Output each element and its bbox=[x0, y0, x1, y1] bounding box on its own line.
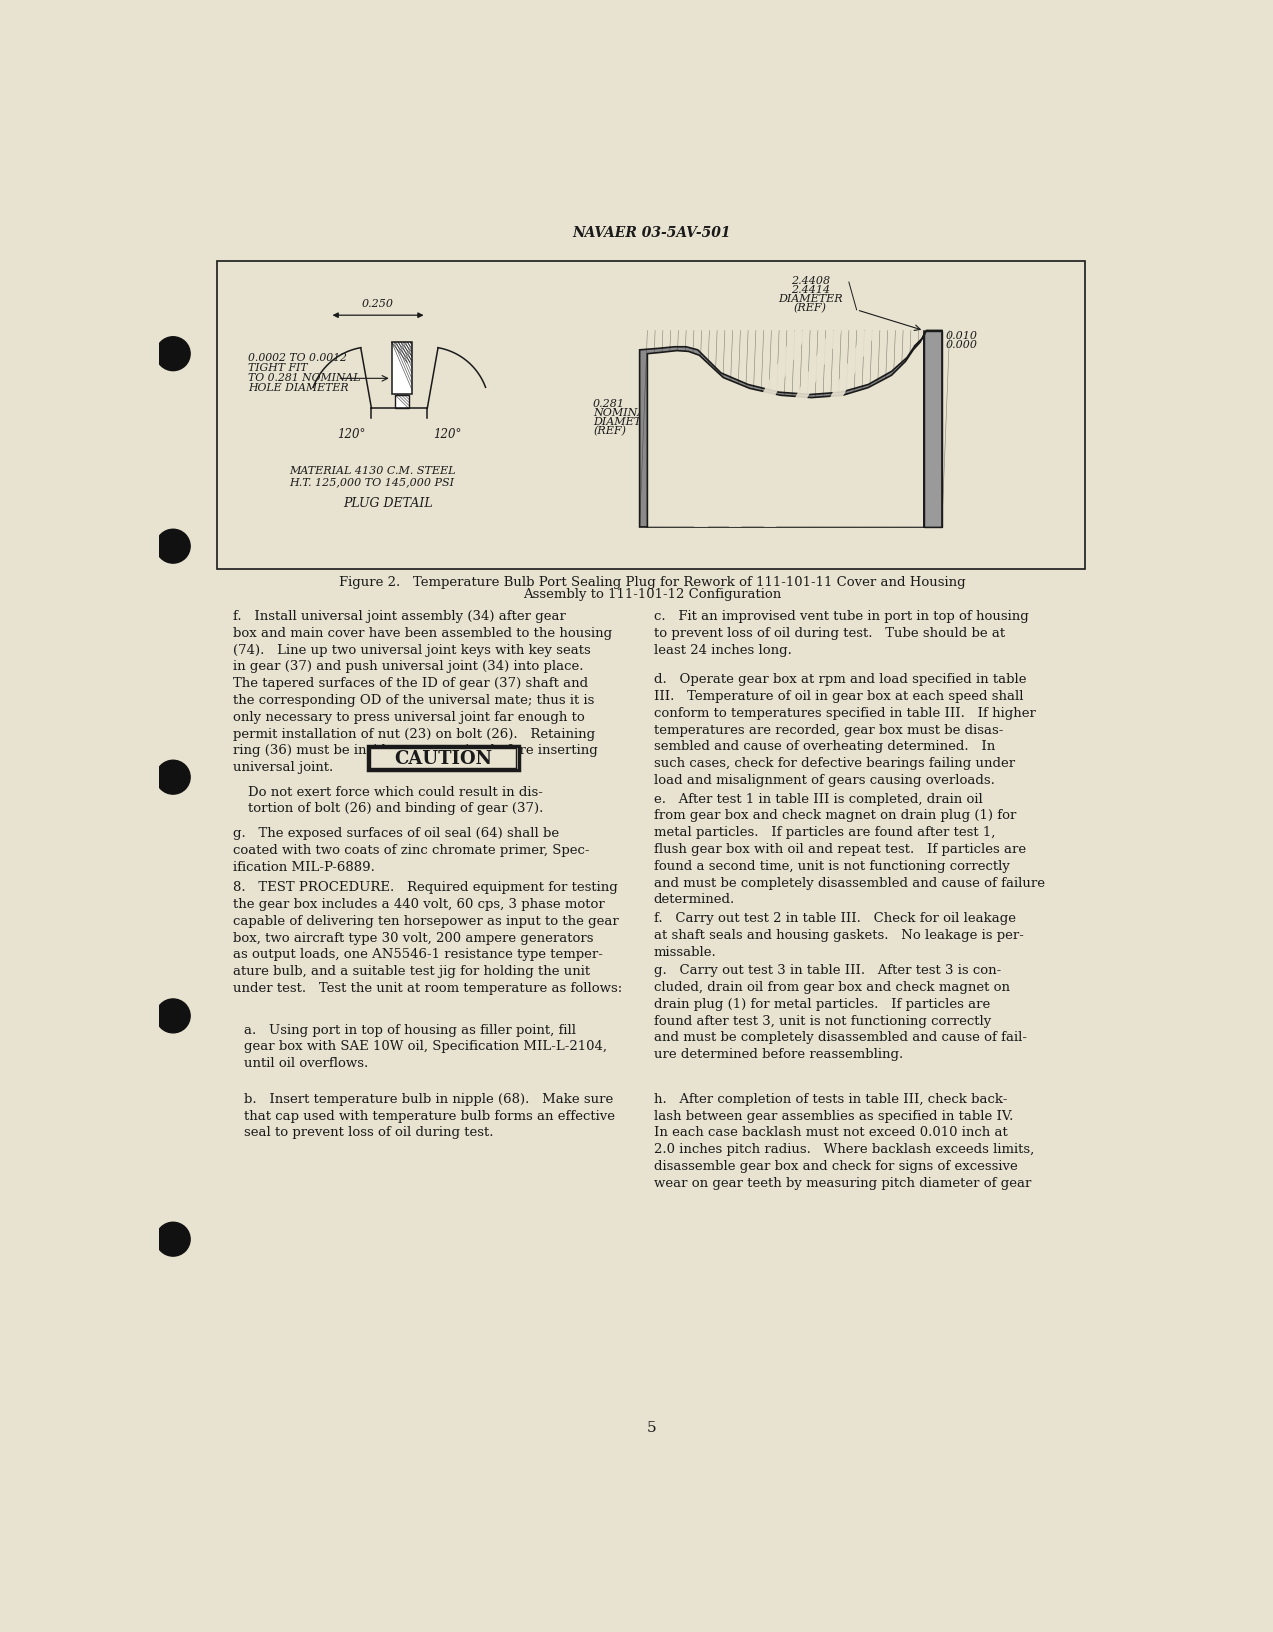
Text: f.   Carry out test 2 in table III.   Check for oil leakage
at shaft seals and h: f. Carry out test 2 in table III. Check … bbox=[653, 912, 1023, 958]
Text: d.   Operate gear box at rpm and load specified in table
III.   Temperature of o: d. Operate gear box at rpm and load spec… bbox=[653, 674, 1035, 787]
Text: 0.000: 0.000 bbox=[946, 339, 978, 351]
Text: g.   The exposed surfaces of oil seal (64) shall be
coated with two coats of zin: g. The exposed surfaces of oil seal (64)… bbox=[233, 827, 589, 873]
Text: (REF): (REF) bbox=[793, 304, 826, 313]
Bar bbox=[218, 261, 1086, 570]
Text: PLUG DETAIL: PLUG DETAIL bbox=[342, 498, 433, 511]
Text: h.   After completion of tests in table III, check back-
lash between gear assem: h. After completion of tests in table II… bbox=[653, 1093, 1034, 1190]
Text: HOLE DIAMETER: HOLE DIAMETER bbox=[248, 382, 349, 393]
Text: f.   Install universal joint assembly (34) after gear
box and main cover have be: f. Install universal joint assembly (34)… bbox=[233, 610, 612, 774]
Polygon shape bbox=[639, 331, 942, 527]
Polygon shape bbox=[694, 331, 808, 527]
Bar bbox=[392, 343, 411, 395]
Text: CAUTION: CAUTION bbox=[395, 749, 493, 767]
Text: NAVAER 03-5AV-501: NAVAER 03-5AV-501 bbox=[573, 225, 731, 240]
Polygon shape bbox=[728, 331, 841, 527]
Text: Do not exert force which could result in dis-
tortion of bolt (26) and binding o: Do not exert force which could result in… bbox=[248, 785, 544, 816]
Text: 8.   TEST PROCEDURE.   Required equipment for testing
the gear box includes a 44: 8. TEST PROCEDURE. Required equipment fo… bbox=[233, 881, 622, 996]
Circle shape bbox=[157, 529, 190, 563]
Text: Figure 2.   Temperature Bulb Port Sealing Plug for Rework of 111-101-11 Cover an: Figure 2. Temperature Bulb Port Sealing … bbox=[339, 576, 965, 589]
Text: 120°: 120° bbox=[337, 428, 365, 441]
Bar bbox=[395, 395, 409, 408]
Text: PARTIAL SECTION OF COVER: PARTIAL SECTION OF COVER bbox=[703, 499, 886, 512]
Circle shape bbox=[157, 761, 190, 795]
Text: b.   Insert temperature bulb in nipple (68).   Make sure
that cap used with temp: b. Insert temperature bulb in nipple (68… bbox=[244, 1093, 615, 1139]
Circle shape bbox=[157, 999, 190, 1033]
Text: H.T. 125,000 TO 145,000 PSI: H.T. 125,000 TO 145,000 PSI bbox=[289, 477, 454, 488]
Text: 120°: 120° bbox=[433, 428, 462, 441]
Text: MATERIAL 4130 C.M. STEEL: MATERIAL 4130 C.M. STEEL bbox=[289, 467, 456, 477]
Polygon shape bbox=[648, 335, 924, 527]
Text: 2.4408: 2.4408 bbox=[791, 276, 830, 286]
Text: 0.281: 0.281 bbox=[593, 398, 625, 408]
Text: 0.0002 TO 0.0012: 0.0002 TO 0.0012 bbox=[248, 353, 348, 362]
Circle shape bbox=[157, 336, 190, 370]
Text: NOMINAL: NOMINAL bbox=[593, 408, 653, 418]
Polygon shape bbox=[924, 331, 942, 527]
Text: c.   Fit an improvised vent tube in port in top of housing
to prevent loss of oi: c. Fit an improvised vent tube in port i… bbox=[653, 610, 1029, 656]
Text: 0.010: 0.010 bbox=[946, 331, 978, 341]
Text: 5: 5 bbox=[647, 1421, 657, 1435]
Text: 0.250: 0.250 bbox=[362, 299, 395, 308]
Text: 2.4414: 2.4414 bbox=[791, 284, 830, 295]
Circle shape bbox=[157, 1222, 190, 1257]
Bar bbox=[368, 746, 518, 770]
Text: AND HOUSING ASSEMBLY: AND HOUSING ASSEMBLY bbox=[712, 511, 877, 524]
Text: a.   Using port in top of housing as filler point, fill
gear box with SAE 10W oi: a. Using port in top of housing as fille… bbox=[244, 1023, 607, 1071]
Polygon shape bbox=[764, 331, 877, 527]
Text: g.   Carry out test 3 in table III.   After test 3 is con-
cluded, drain oil fro: g. Carry out test 3 in table III. After … bbox=[653, 965, 1026, 1061]
Text: TIGHT FIT: TIGHT FIT bbox=[248, 362, 308, 372]
Text: Assembly to 111-101-12 Configuration: Assembly to 111-101-12 Configuration bbox=[523, 588, 782, 601]
Text: (REF): (REF) bbox=[593, 426, 626, 437]
Text: e.   After test 1 in table III is completed, drain oil
from gear box and check m: e. After test 1 in table III is complete… bbox=[653, 793, 1045, 906]
Bar bbox=[370, 747, 517, 769]
Text: DIAMETER: DIAMETER bbox=[593, 418, 658, 428]
Text: TO 0.281 NOMINAL: TO 0.281 NOMINAL bbox=[248, 372, 360, 382]
Text: DIAMETER: DIAMETER bbox=[778, 294, 843, 304]
